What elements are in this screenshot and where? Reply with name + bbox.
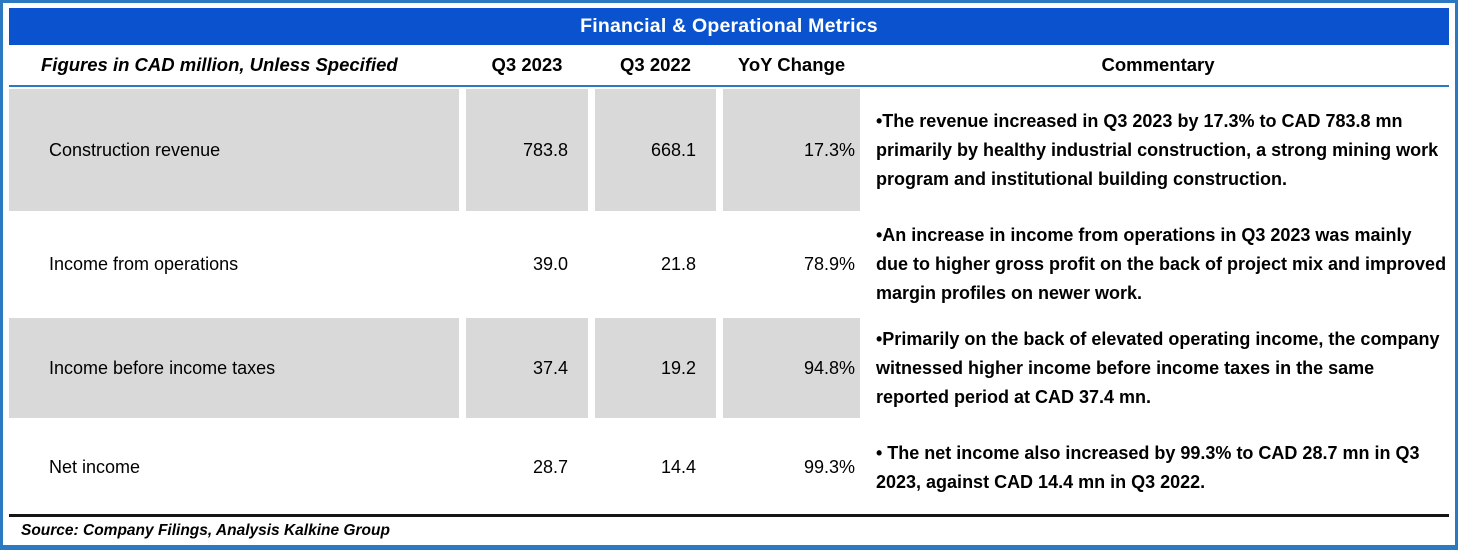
- income-from-operations-yoy-value: 78.9%: [803, 254, 855, 274]
- metric-label-construction-revenue: Construction revenue: [9, 89, 459, 211]
- net-income-yoy-value: 99.3%: [803, 457, 855, 477]
- metric-label-income-from-operations: Income from operations: [49, 254, 239, 274]
- income-from-operations-q3-2023-value: 39.0: [532, 254, 568, 274]
- column-header-commentary: Commentary: [1101, 54, 1215, 75]
- column-header-yoy-change: YoY Change: [737, 54, 846, 75]
- metric-label-net-income: Net income: [49, 457, 141, 477]
- income-before-taxes-q3-2023-value: 37.4: [466, 318, 588, 418]
- construction-revenue-commentary: •The revenue increased in Q3 2023 by 17.…: [876, 110, 1439, 189]
- source-note: Source: Company Filings, Analysis Kalkin…: [21, 521, 390, 539]
- income-before-taxes-commentary: •Primarily on the back of elevated opera…: [876, 328, 1440, 407]
- construction-revenue-q3-2022-value: 668.1: [595, 89, 716, 211]
- income-before-taxes-yoy-value: 94.8%: [723, 318, 860, 418]
- column-header-row: Figures in CAD million, Unless Specified…: [9, 45, 1449, 87]
- table-body: Construction revenue 783.8 668.1 17.3% •…: [9, 87, 1449, 510]
- construction-revenue-yoy-value: 17.3%: [723, 89, 860, 211]
- table-title: Financial & Operational Metrics: [9, 8, 1449, 45]
- net-income-q3-2023-value: 28.7: [532, 457, 568, 477]
- net-income-q3-2022-value: 14.4: [660, 457, 696, 477]
- column-header-q3-2023: Q3 2023: [491, 54, 563, 75]
- construction-revenue-q3-2023-value: 783.8: [466, 89, 588, 211]
- income-from-operations-commentary: •An increase in income from operations i…: [876, 225, 1447, 303]
- income-before-taxes-q3-2022-value: 19.2: [595, 318, 716, 418]
- net-income-commentary: • The net income also increased by 99.3%…: [876, 442, 1420, 492]
- column-header-q3-2022: Q3 2022: [620, 54, 691, 75]
- metric-label-income-before-income-taxes: Income before income taxes: [9, 318, 459, 418]
- column-header-figures: Figures in CAD million, Unless Specified: [41, 54, 398, 75]
- income-from-operations-q3-2022-value: 21.8: [660, 254, 696, 274]
- source-divider-line: [9, 514, 1449, 517]
